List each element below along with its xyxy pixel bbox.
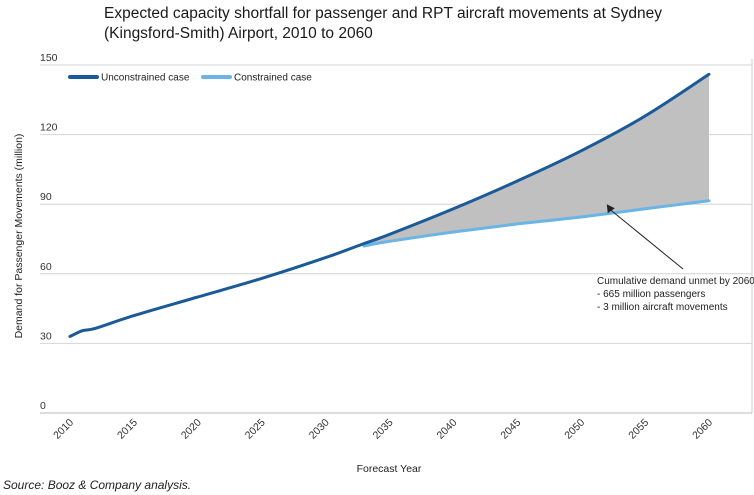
x-tick-label-2060: 2060: [690, 417, 715, 442]
source-note: Source: Booz & Company analysis.: [3, 478, 192, 492]
y-tick-label-90: 90: [40, 191, 52, 203]
legend-label-unconstrained-case: Unconstrained case: [101, 73, 190, 84]
series-line-unconstrained-case: [68, 72, 711, 338]
annotation-line-3: - 3 million aircraft movements: [597, 302, 728, 313]
annotation: Cumulative demand unmet by 2060 - 665 mil…: [597, 204, 754, 313]
annotation-arrow-shaft: [609, 208, 684, 270]
x-axis-title: Forecast Year: [357, 463, 422, 475]
annotation-arrow-head: [606, 204, 615, 214]
y-axis-title: Demand for Passenger Movements (million): [13, 134, 25, 339]
x-tick-label-2050: 2050: [562, 417, 587, 442]
shortfall-area: [363, 74, 709, 246]
y-axis: 0 30 60 90 120 150: [40, 52, 58, 412]
annotation-line-2: - 665 million passengers: [597, 289, 705, 300]
annotation-line-1: Cumulative demand unmet by 2060: [597, 276, 754, 287]
x-axis: 2010 2015 2020 2025 2030 2035 2040 2045 2050 2055…: [51, 417, 715, 442]
x-tick-label-2015: 2015: [115, 417, 140, 442]
x-tick-label-2055: 2055: [626, 417, 651, 442]
x-tick-label-2035: 2035: [371, 417, 396, 442]
gridlines: [40, 59, 753, 414]
series-lines: [68, 72, 711, 338]
y-tick-label-150: 150: [40, 52, 58, 64]
shortfall-fill: [363, 74, 709, 246]
legend-label-constrained-case: Constrained case: [234, 73, 312, 84]
chart-title-line-2: (Kingsford-Smith) Airport, 2010 to 2060: [104, 25, 373, 42]
y-tick-label-120: 120: [40, 122, 58, 134]
x-tick-label-2020: 2020: [179, 417, 204, 442]
chart-title-line-1: Expected capacity shortfall for passenge…: [104, 5, 662, 22]
x-tick-label-2025: 2025: [243, 417, 268, 442]
chart-title: Expected capacity shortfall for passenge…: [104, 4, 744, 44]
series-line-constrained-case: [362, 199, 711, 248]
legend: Unconstrained case Constrained case: [68, 73, 312, 84]
x-tick-label-2030: 2030: [307, 417, 332, 442]
y-tick-label-0: 0: [40, 400, 46, 412]
x-tick-label-2040: 2040: [435, 417, 460, 442]
x-tick-label-2045: 2045: [498, 417, 523, 442]
x-tick-label-2010: 2010: [51, 417, 76, 442]
y-tick-label-60: 60: [40, 261, 52, 273]
y-tick-label-30: 30: [40, 330, 52, 342]
